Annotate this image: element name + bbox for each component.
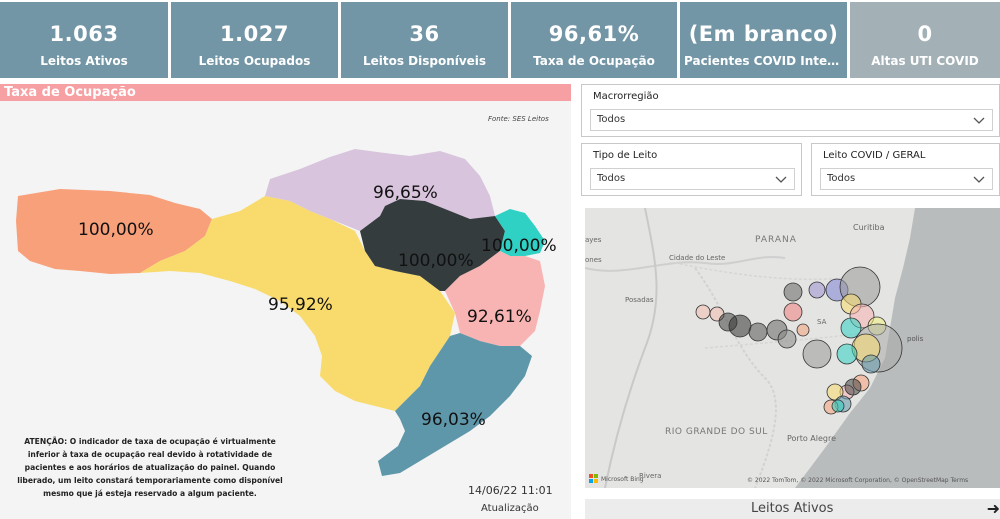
region-meio-oeste[interactable]: [140, 196, 455, 411]
map-label-florianopolis: polis: [907, 335, 924, 343]
map-footer: Leitos Ativos ➜: [585, 499, 1000, 519]
bubble-map[interactable]: PARANA Curitiba Cidade do Leste Posadas …: [585, 208, 1000, 488]
filter-tipo-leito: Tipo de Leito Todos: [581, 143, 802, 196]
kpi-value: 36: [409, 22, 440, 46]
region-teal[interactable]: [495, 209, 545, 256]
map-footer-label: Leitos Ativos: [751, 501, 834, 516]
map-label-rivera: Rivera: [639, 472, 661, 480]
bubble[interactable]: [802, 339, 832, 369]
chevron-down-icon: [775, 176, 787, 183]
kpi-label: Pacientes COVID Internados: [684, 54, 843, 68]
select-value: Todos: [597, 173, 626, 184]
kpi-value: 1.027: [220, 22, 289, 46]
macrorregiao-select[interactable]: Todos: [590, 109, 993, 131]
bubble[interactable]: [831, 399, 845, 413]
kpi-label: Leitos Ativos: [40, 54, 128, 68]
chevron-down-icon: [973, 117, 985, 124]
bubble[interactable]: [783, 302, 803, 322]
map-brand: Microsoft Bing: [601, 476, 644, 483]
kpi-altas-uti-covid[interactable]: 0 Altas UTI COVID: [850, 2, 1000, 78]
map-label-curitiba: Curitiba: [853, 223, 885, 232]
map-label-porto-alegre: Porto Alegre: [787, 434, 836, 443]
bubble[interactable]: [826, 383, 844, 401]
panel-title: Taxa de Ocupação: [0, 84, 571, 101]
map-credit[interactable]: © 2022 TomTom, © 2022 Microsoft Corporat…: [747, 477, 968, 484]
update-date: 14/06/22 11:01: [468, 484, 553, 497]
map-label-sc: SA: [817, 318, 827, 326]
kpi-taxa-ocupacao[interactable]: 96,61% Taxa de Ocupação: [511, 2, 677, 78]
filter-macrorregiao: Macrorregião Todos: [581, 84, 1000, 137]
map-label-ones: ones: [585, 256, 602, 264]
region-sul[interactable]: [378, 333, 532, 476]
source-note: Fonte: SES Leitos: [488, 115, 549, 123]
bubble-map-canvas: PARANA Curitiba Cidade do Leste Posadas …: [585, 208, 1000, 488]
bubble[interactable]: [695, 304, 711, 320]
map-label-rio-grande: RIO GRANDE DO SUL: [665, 427, 768, 437]
kpi-pacientes-covid[interactable]: (Em branco) Pacientes COVID Internados: [680, 2, 847, 78]
map-label-ayes: ayes: [585, 236, 602, 244]
map-label-posadas: Posadas: [625, 296, 654, 304]
region-planalto-norte[interactable]: [265, 149, 495, 231]
region-label-dark: 100,00%: [398, 251, 474, 271]
region-label-meio-oeste: 95,92%: [268, 295, 333, 315]
bubbles: [695, 266, 903, 415]
region-label-oeste: 100,00%: [78, 220, 154, 240]
occupancy-panel: Taxa de Ocupação Fonte: SES Leitos 100,0…: [0, 84, 571, 519]
bubble[interactable]: [861, 354, 881, 374]
region-oeste[interactable]: [16, 189, 212, 274]
microsoft-logo-icon: [589, 474, 593, 478]
region-label-teal: 100,00%: [481, 236, 557, 256]
filter-title: Macrorregião: [593, 91, 659, 102]
kpi-label: Taxa de Ocupação: [533, 54, 655, 68]
filter-title: Tipo de Leito: [593, 150, 658, 161]
chevron-down-icon: [973, 176, 985, 183]
kpi-label: Leitos Disponíveis: [362, 54, 487, 68]
arrow-right-icon[interactable]: ➜: [986, 499, 1000, 518]
kpi-value: 96,61%: [548, 22, 640, 46]
bubble[interactable]: [777, 329, 797, 349]
bubble[interactable]: [796, 323, 810, 337]
kpi-leitos-ativos[interactable]: 1.063 Leitos Ativos: [0, 2, 168, 78]
select-value: Todos: [827, 173, 856, 184]
region-label-pink: 92,61%: [467, 307, 532, 327]
kpi-leitos-ocupados[interactable]: 1.027 Leitos Ocupados: [171, 2, 338, 78]
state-region-map: 100,00% 96,65% 100,00% 100,00% 95,92% 92…: [16, 149, 557, 476]
kpi-leitos-disponiveis[interactable]: 36 Leitos Disponíveis: [341, 2, 508, 78]
update-label: Atualização: [481, 503, 539, 514]
bubble[interactable]: [748, 322, 768, 342]
kpi-value: 1.063: [49, 22, 119, 46]
bubble[interactable]: [783, 282, 803, 302]
bubble[interactable]: [808, 281, 826, 299]
kpi-value: (Em branco): [688, 22, 839, 46]
map-label-cidade-leste: Cidade do Leste: [669, 254, 725, 262]
kpi-value: 0: [917, 22, 933, 46]
bubble[interactable]: [840, 317, 862, 339]
bubble[interactable]: [728, 314, 752, 338]
kpi-row: 1.063 Leitos Ativos 1.027 Leitos Ocupado…: [0, 0, 1000, 80]
region-dark[interactable]: [360, 199, 505, 291]
leito-covid-select[interactable]: Todos: [820, 168, 993, 190]
filter-leito-covid: Leito COVID / GERAL Todos: [811, 143, 1000, 196]
tipo-leito-select[interactable]: Todos: [590, 168, 795, 190]
attention-note: ATENÇÃO: O indicador de taxa de ocupação…: [17, 437, 283, 498]
region-pink[interactable]: [445, 251, 545, 346]
kpi-label: Altas UTI COVID: [871, 54, 979, 68]
select-value: Todos: [597, 114, 626, 125]
bubble[interactable]: [836, 343, 858, 365]
map-label-parana: PARANA: [755, 235, 797, 245]
bubble[interactable]: [844, 378, 862, 396]
kpi-label: Leitos Ocupados: [198, 54, 311, 68]
filter-title: Leito COVID / GERAL: [823, 150, 926, 161]
region-label-planalto: 96,65%: [373, 183, 438, 203]
region-label-sul: 96,03%: [421, 410, 486, 430]
